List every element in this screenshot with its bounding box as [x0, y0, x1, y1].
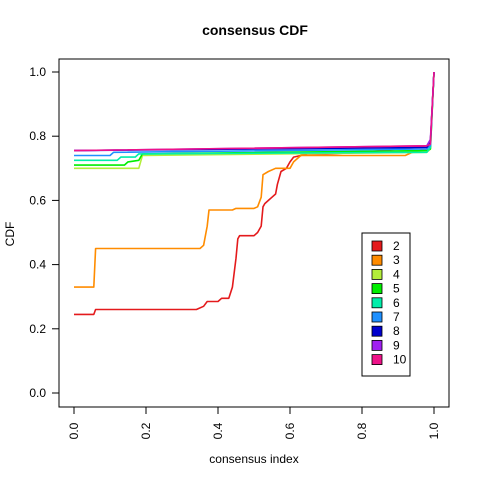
y-tick-label: 1.0 — [29, 65, 46, 79]
y-tick-label: 0.6 — [29, 193, 46, 207]
x-tick-label: 1.0 — [427, 422, 441, 439]
y-tick-label: 0.8 — [29, 129, 46, 143]
y-tick-label: 0.4 — [29, 258, 46, 272]
legend-swatch-9 — [371, 339, 383, 351]
x-tick-label: 0.8 — [355, 422, 369, 439]
legend-label-2: 2 — [393, 239, 400, 253]
series-line-6 — [74, 71, 435, 162]
legend-box — [361, 232, 411, 377]
legend-swatch-8 — [371, 325, 383, 337]
y-tick-label: 0.2 — [29, 322, 46, 336]
series-lines — [73, 71, 435, 316]
legend-label-3: 3 — [393, 253, 400, 267]
y-axis-label: CDF — [3, 222, 17, 247]
legend-label-10: 10 — [393, 353, 407, 367]
x-axis-label: consensus index — [209, 452, 298, 466]
legend-swatch-7 — [371, 311, 383, 323]
legend-label-8: 8 — [393, 324, 400, 338]
legend-label-7: 7 — [393, 310, 400, 324]
x-tick-label: 0.6 — [283, 422, 297, 439]
legend-swatch-2 — [371, 240, 383, 252]
y-tick-label: 0.0 — [29, 386, 46, 400]
legend-label-9: 9 — [393, 338, 400, 352]
x-tick-label: 0.0 — [67, 422, 81, 439]
series-line-9 — [73, 71, 435, 152]
x-tick-label: 0.4 — [211, 422, 225, 439]
x-axis: 0.0 0.2 0.4 0.6 0.8 1.0 — [67, 406, 441, 439]
legend-swatch-6 — [371, 297, 383, 309]
legend-label-4: 4 — [393, 267, 400, 281]
series-line-3 — [74, 71, 435, 288]
legend-swatch-5 — [371, 283, 383, 295]
legend-swatch-3 — [371, 254, 383, 266]
chart-title: consensus CDF — [202, 22, 308, 38]
series-line-8 — [73, 71, 435, 152]
legend-label-6: 6 — [393, 296, 400, 310]
series-line-7 — [74, 71, 435, 157]
series-line-10 — [73, 71, 435, 152]
legend-swatch-10 — [371, 354, 383, 366]
y-axis: 0.0 0.2 0.4 0.6 0.8 1.0 — [29, 65, 60, 400]
legend-swatch-4 — [371, 268, 383, 280]
legend-label-5: 5 — [393, 282, 400, 296]
x-tick-label: 0.2 — [139, 422, 153, 439]
